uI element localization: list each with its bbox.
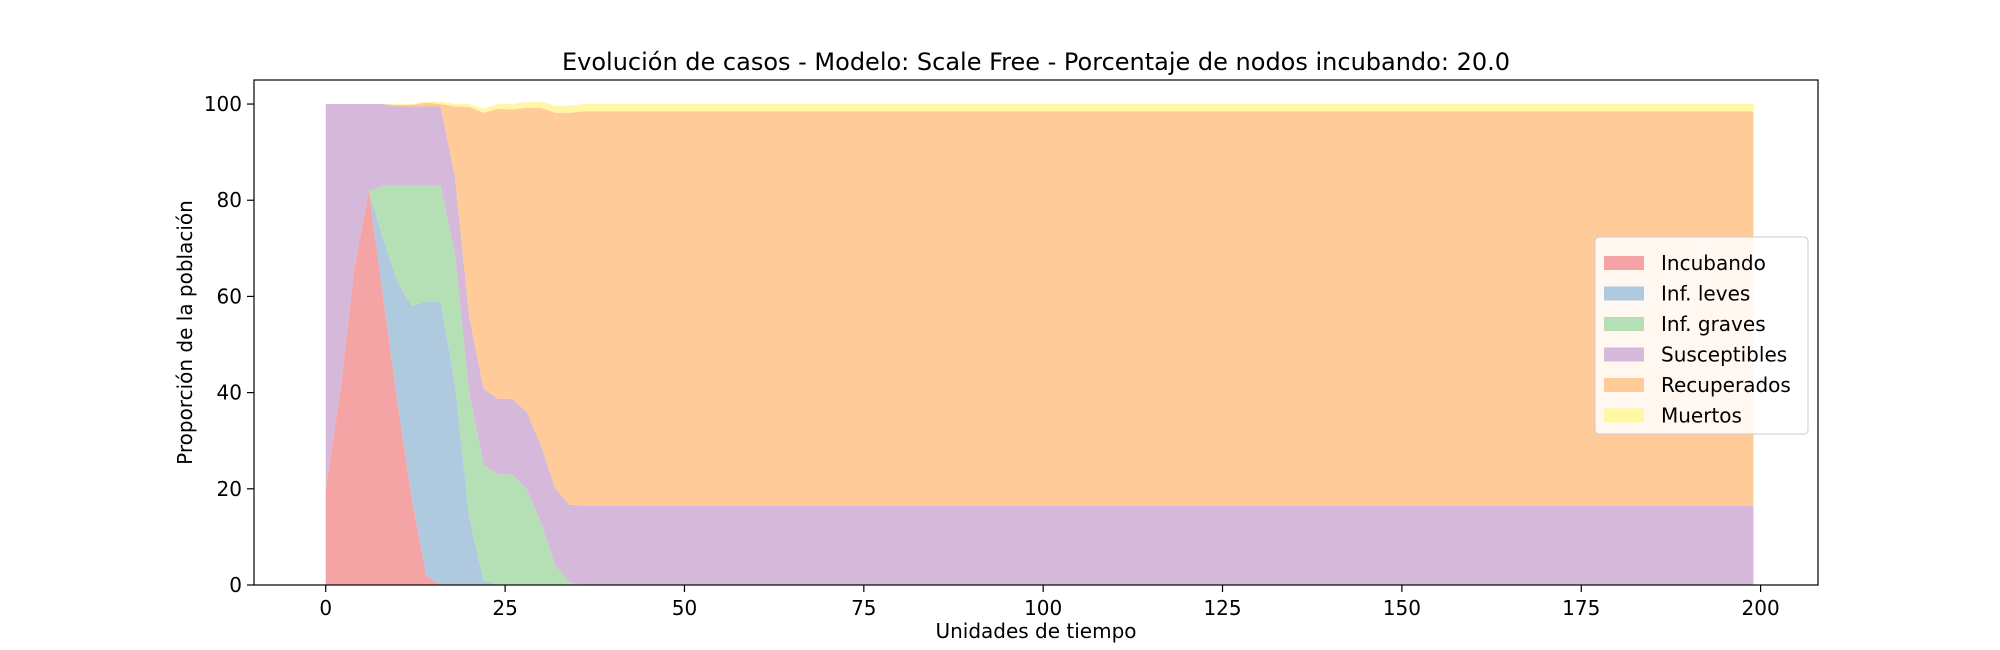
legend-swatch [1604, 317, 1644, 331]
legend-swatch [1604, 378, 1644, 392]
x-axis-title: Unidades de tiempo [935, 619, 1136, 643]
legend-swatch [1604, 347, 1644, 362]
legend: Incubando Inf. leves Inf. graves Susceptibl… [1594, 236, 1809, 435]
area-muertos [325, 101, 1754, 113]
chart-title: Evolución de casos - Modelo: Scale Free … [562, 48, 1510, 76]
y-tick-label: 100 [204, 92, 242, 116]
legend-swatch [1604, 408, 1644, 423]
x-tick-label: 0 [319, 596, 332, 620]
legend-label: Inf. graves [1661, 312, 1766, 336]
x-tick-label: 100 [1024, 596, 1062, 620]
x-tick-label: 75 [851, 596, 876, 620]
x-tick-label: 25 [492, 596, 517, 620]
x-tick-label: 125 [1203, 596, 1241, 620]
area-recuperados [325, 102, 1754, 506]
x-tick-label: 150 [1383, 596, 1421, 620]
area-susceptibles [325, 104, 1754, 586]
x-tick-label: 200 [1742, 596, 1780, 620]
legend-label: Recuperados [1661, 373, 1791, 397]
x-axis: 0 25 50 75 100 125 150 175 200 [319, 585, 1780, 620]
legend-label: Incubando [1661, 251, 1766, 275]
y-tick-label: 20 [217, 477, 242, 501]
area-series-group [325, 101, 1754, 586]
y-axis-title: Proporción de la población [173, 200, 197, 465]
y-tick-label: 40 [217, 381, 242, 405]
plot-frame [253, 79, 1819, 586]
legend-box [1594, 236, 1809, 435]
legend-swatch [1604, 286, 1644, 301]
legend-swatch [1604, 256, 1644, 270]
legend-label: Inf. leves [1661, 282, 1750, 306]
legend-label: Muertos [1661, 404, 1742, 428]
y-tick-label: 0 [229, 573, 242, 597]
x-tick-label: 50 [672, 596, 697, 620]
area-inf-leves [325, 190, 1754, 585]
y-tick-label: 80 [217, 188, 242, 212]
x-tick-label: 175 [1562, 596, 1600, 620]
y-axis: 0 20 40 60 80 100 [204, 92, 254, 597]
legend-label: Susceptibles [1661, 343, 1787, 367]
y-tick-label: 60 [217, 284, 242, 308]
